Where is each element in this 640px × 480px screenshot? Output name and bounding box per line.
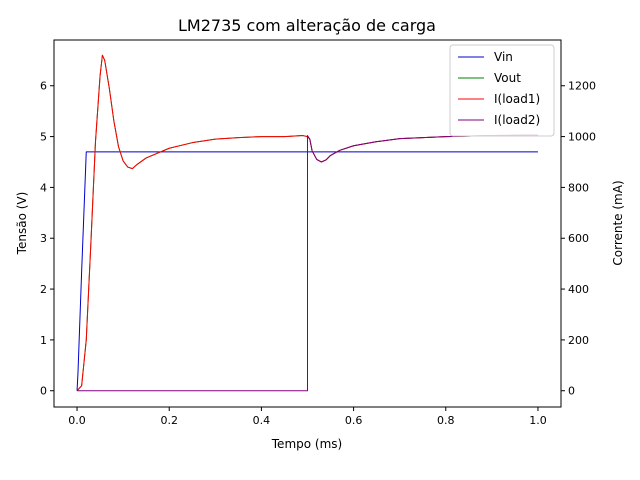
x-tick-label: 0.4: [253, 414, 271, 427]
series-line-i-load2: [77, 134, 538, 392]
series-line-vin: [76, 151, 538, 391]
legend-label: Vin: [494, 50, 513, 64]
legend-label: Vout: [494, 71, 521, 85]
series-layer: [76, 54, 538, 392]
legend-label: I(load1): [494, 92, 540, 106]
y-left-tick-label: 1: [40, 334, 47, 347]
y-left-tick-label: 4: [40, 181, 47, 194]
x-tick-label: 1.0: [529, 414, 547, 427]
x-tick-label: 0.8: [437, 414, 455, 427]
plot-area: [53, 39, 562, 408]
plot-frame: [53, 39, 562, 408]
y-left-tick-label: 3: [40, 232, 47, 245]
x-tick-label: 0.6: [345, 414, 363, 427]
y-right-tick-label: 400: [568, 283, 589, 296]
x-tick-label: 0.2: [160, 414, 178, 427]
y-left-tick-label: 6: [40, 80, 47, 93]
x-tick-label: 0.0: [68, 414, 86, 427]
y-right-tick-label: 1200: [568, 80, 596, 93]
legend-label: I(load2): [494, 113, 540, 127]
y-right-tick-label: 0: [568, 385, 575, 398]
y-left-tick-label: 5: [40, 131, 47, 144]
y-right-tick-label: 800: [568, 181, 589, 194]
y-right-tick-label: 200: [568, 334, 589, 347]
legend-frame: [449, 44, 555, 137]
chart-title: LM2735 com alteração de carga: [178, 16, 436, 35]
y-axis-left: 0 1 2 3 4 5 6: [40, 80, 54, 398]
y-right-tick-label: 1000: [568, 131, 596, 144]
legend: Vin Vout I(load1) I(load2): [449, 44, 555, 137]
y-left-tick-label: 2: [40, 283, 47, 296]
y-axis-label-right: Corrente (mA): [611, 180, 625, 265]
y-right-tick-label: 600: [568, 232, 589, 245]
y-left-tick-label: 0: [40, 385, 47, 398]
x-axis: 0.0 0.2 0.4 0.6 0.8 1.0: [68, 407, 547, 427]
x-axis-label: Tempo (ms): [271, 437, 342, 451]
y-axis-label-left: Tensão (V): [15, 192, 29, 256]
y-axis-right: 0 200 400 600 800 1000 1200: [561, 80, 596, 398]
